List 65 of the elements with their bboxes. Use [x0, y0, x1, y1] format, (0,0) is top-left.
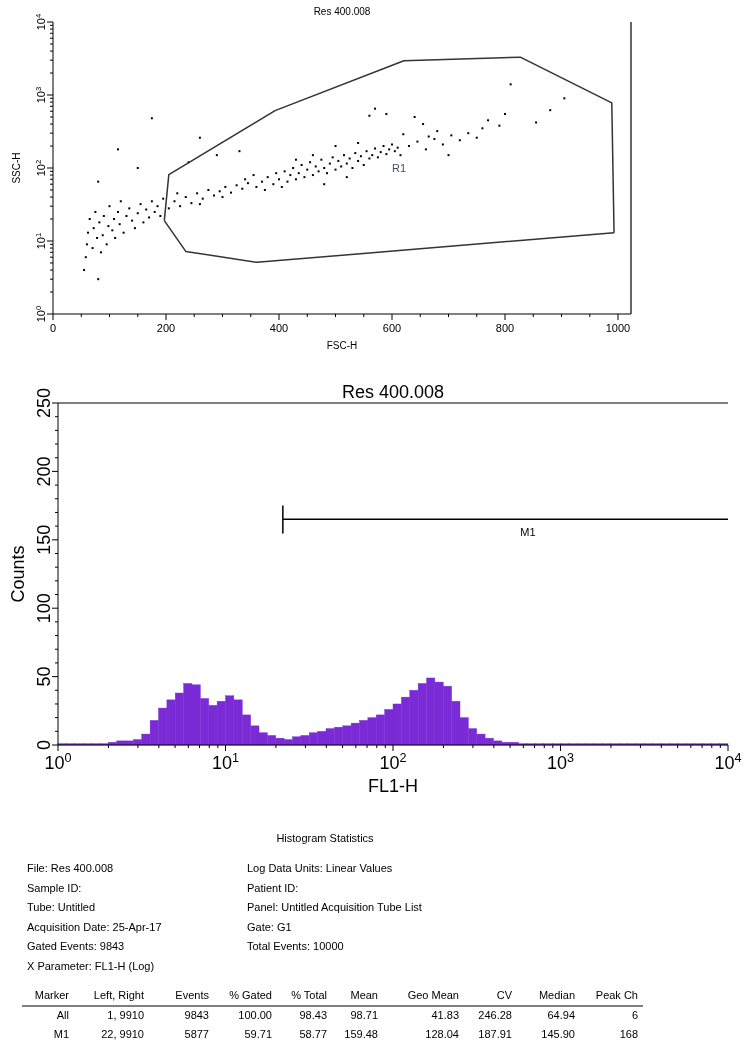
text: 41.83: [431, 1008, 459, 1021]
y-tick-label: 250: [34, 387, 54, 419]
text: Geo Mean: [407, 989, 459, 1001]
text: Histogram Statistics: [276, 832, 375, 844]
x-tick-label: 10$^{2}$: [379, 751, 407, 774]
x-tick-label: 10$^{1}$: [211, 751, 240, 774]
text: 22, 9910: [101, 1028, 144, 1040]
text: All: [56, 1008, 69, 1021]
text: 145.90: [541, 1028, 575, 1040]
chart-title: Res 400.008: [341, 382, 445, 402]
text: Median: [538, 989, 575, 1001]
y-tick-label: 100: [34, 593, 54, 624]
x-tick-label: 1000: [605, 321, 631, 334]
text: 58.77: [299, 1028, 327, 1040]
x-tick-label: 600: [382, 321, 402, 334]
text: Left, Right: [93, 989, 144, 1001]
y-axis-title: Counts: [8, 545, 28, 603]
annotation: M1: [520, 526, 536, 538]
chart-title: Res 400.008: [313, 6, 371, 17]
text: 59.71: [244, 1028, 272, 1040]
text: X Parameter: FL1-H (Log): [27, 959, 155, 972]
text: CV: [496, 989, 513, 1001]
text: Mean: [350, 989, 378, 1001]
text: Sample ID:: [27, 881, 82, 894]
text: Gated Events: 9843: [27, 940, 125, 952]
y-tick-label: 200: [34, 456, 54, 487]
text: Events: [175, 989, 210, 1001]
text: Patient ID:: [247, 881, 299, 894]
text: 98.71: [350, 1008, 378, 1021]
x-tick-label: 10$^{3}$: [546, 751, 575, 774]
x-axis-title: FL1-H: [367, 776, 419, 796]
x-tick-label: 10$^{4}$: [714, 751, 742, 774]
x-tick-label: 200: [156, 321, 176, 334]
annotation: R1: [391, 162, 407, 174]
text: Panel: Untitled Acquisition Tube List: [247, 901, 422, 913]
text: 100.00: [238, 1008, 272, 1021]
text: 9843: [184, 1008, 209, 1021]
text: Peak Ch: [595, 989, 638, 1001]
y-tick-label: 150: [34, 524, 54, 555]
text: Total Events: 10000: [247, 940, 344, 952]
text: Tube: Untitled: [27, 901, 96, 913]
text: Acquisition Date: 25-Apr-17: [27, 920, 162, 933]
text: 98.43: [299, 1008, 327, 1021]
text: 128.04: [425, 1028, 459, 1040]
x-axis-title: FSC-H: [326, 340, 358, 351]
text: File: Res 400.008: [27, 862, 114, 874]
text: M1: [53, 1028, 69, 1040]
text: % Total: [291, 989, 327, 1001]
text: 159.48: [344, 1028, 378, 1040]
y-axis-title: SSC-H: [11, 152, 22, 184]
text: Marker: [34, 989, 70, 1001]
text: Gate: G1: [247, 920, 292, 933]
text: 168: [619, 1028, 638, 1040]
text: Log Data Units: Linear Values: [247, 862, 393, 874]
text: 5877: [184, 1028, 209, 1040]
text: 1, 9910: [107, 1008, 144, 1021]
x-tick-label: 800: [495, 321, 515, 334]
y-tick-label: 0: [34, 739, 54, 751]
text: 6: [631, 1008, 638, 1021]
text: 187.91: [478, 1028, 512, 1040]
text: % Gated: [229, 989, 272, 1001]
y-tick-label: 50: [34, 666, 54, 687]
x-tick-label: 400: [269, 321, 289, 334]
text: 64.94: [547, 1008, 575, 1021]
text: 246.28: [478, 1008, 512, 1021]
